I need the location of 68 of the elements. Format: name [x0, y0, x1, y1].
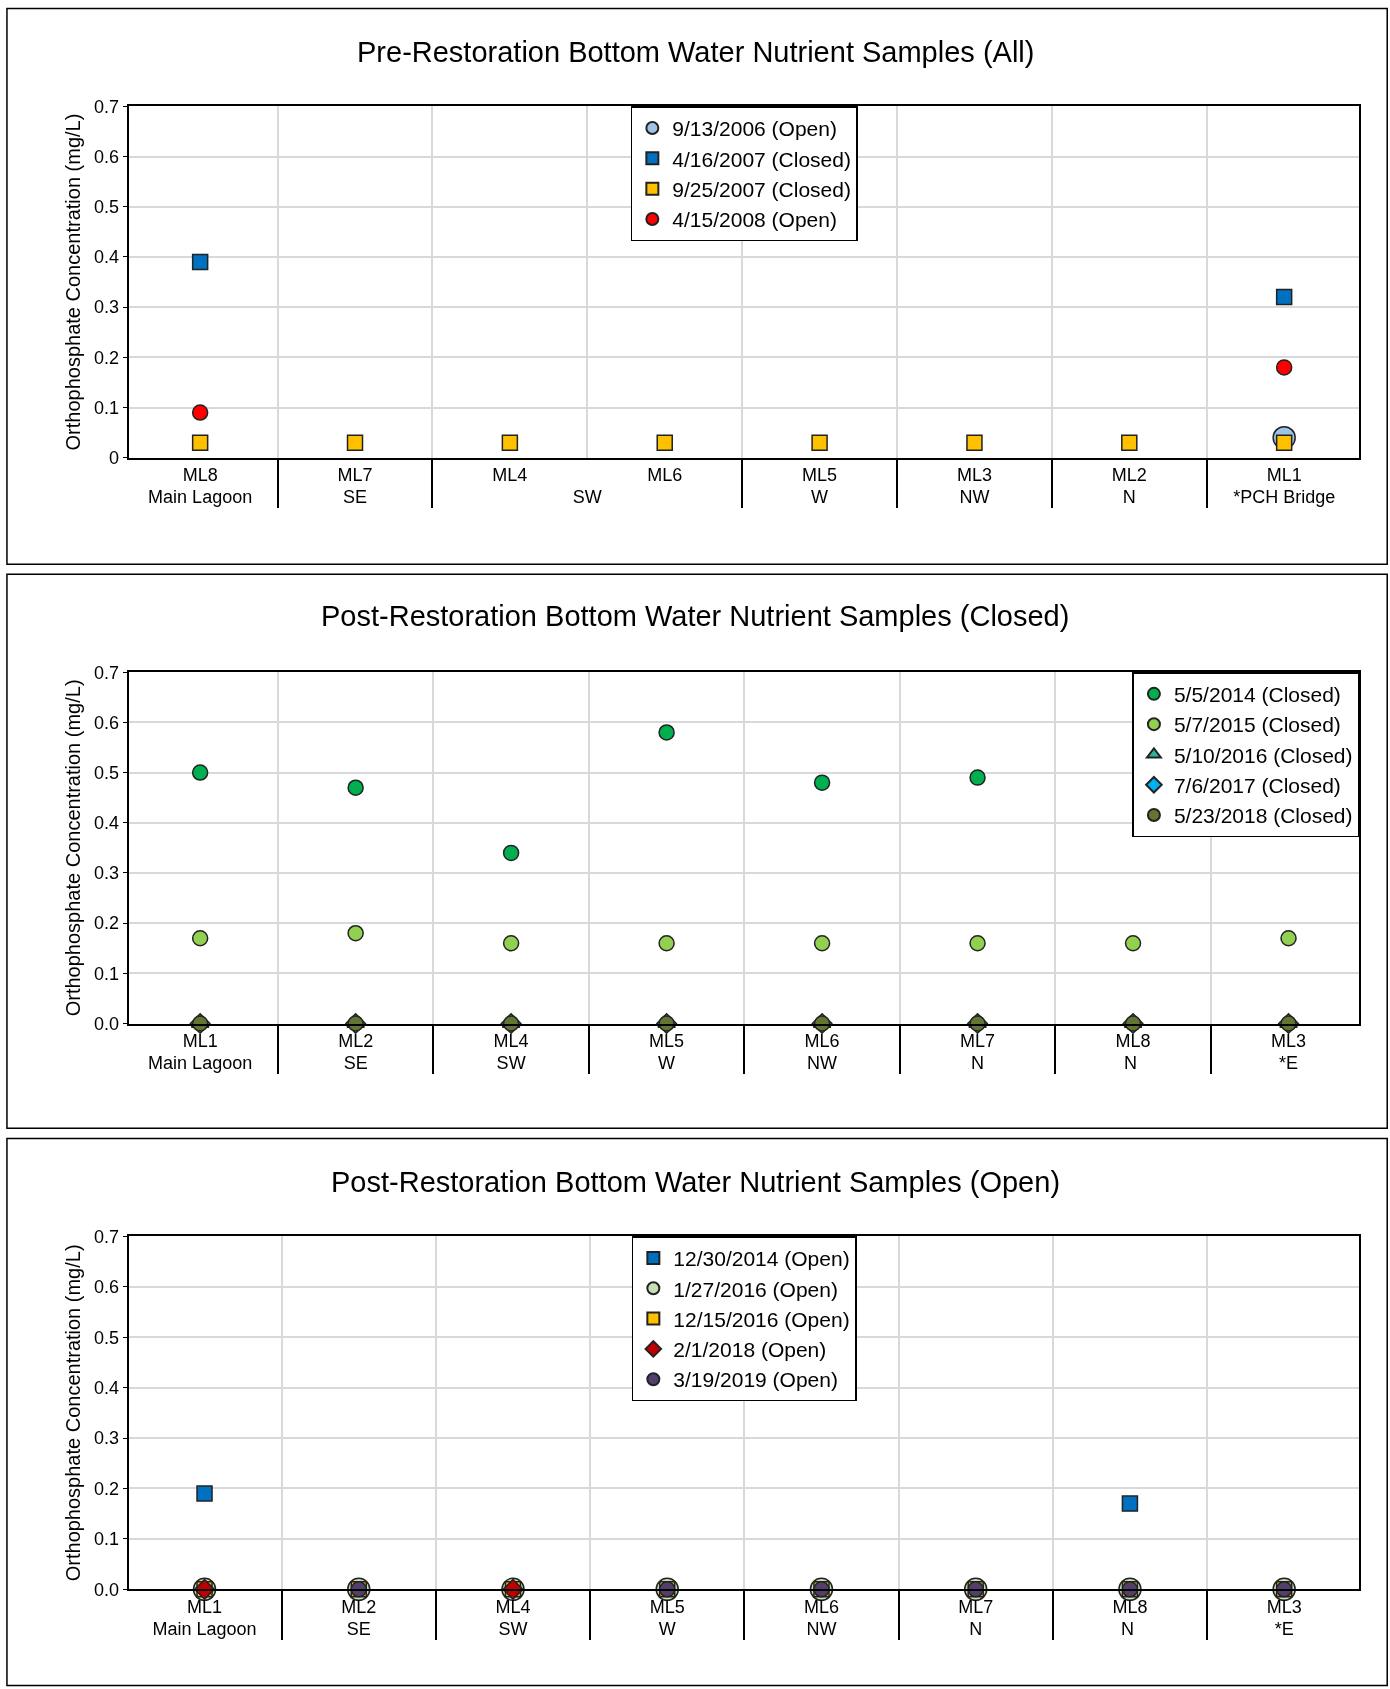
y-tick-label: 0.4	[93, 247, 119, 268]
legend-label: 5/7/2015 (Closed)	[1173, 713, 1341, 737]
y-tick-label: 0.1	[93, 397, 119, 418]
legend-label: 4/16/2007 (Closed)	[672, 147, 851, 171]
y-tick-label: 0.3	[93, 1428, 119, 1449]
category-label: ML7 N	[958, 1596, 994, 1639]
category-label: ML4 SW	[492, 465, 602, 508]
category-label: ML5 W	[802, 465, 838, 508]
category-label: ML2 SE	[341, 1596, 377, 1639]
y-axis-title: Orthophosphate Concentration (mg/L)	[61, 113, 84, 451]
legend-label: 9/25/2007 (Closed)	[672, 177, 851, 201]
y-tick-label: 0.3	[93, 297, 119, 318]
y-tick-label: 0.0	[93, 1579, 119, 1600]
y-tick-label: 0.1	[93, 963, 119, 984]
category-label: ML2 SE	[338, 1031, 374, 1074]
category-label: ML7 SE	[337, 465, 373, 508]
category-label: ML3 NW	[956, 465, 992, 508]
category-label: ML3 *E	[1271, 1031, 1307, 1074]
category-label: ML5 W	[649, 1596, 685, 1639]
category-label: ML8 N	[1115, 1031, 1151, 1074]
legend-label: 1/27/2016 (Open)	[673, 1277, 838, 1301]
y-tick-label: 0.3	[93, 863, 119, 884]
category-label: ML4 SW	[495, 1596, 531, 1639]
y-tick-label: 0.5	[93, 197, 119, 218]
category-label: ML8 Main Lagoon	[148, 465, 253, 508]
legend-label: 7/6/2017 (Closed)	[1173, 773, 1341, 797]
y-tick-label: 0.6	[93, 146, 119, 167]
y-tick-label: 0.6	[93, 712, 119, 733]
y-tick-label: 0.4	[93, 1377, 119, 1398]
category-label: ML6 NW	[804, 1031, 840, 1074]
chart-title: Pre-Restoration Bottom Water Nutrient Samples (All)	[357, 36, 1035, 68]
legend-label: 5/23/2018 (Closed)	[1173, 804, 1353, 828]
legend-label: 5/10/2016 (Closed)	[1173, 743, 1353, 767]
chart-title: Post-Restoration Bottom Water Nutrient Samples (Closed)	[321, 600, 1070, 632]
y-tick-label: 0.7	[93, 1226, 119, 1247]
y-tick-label: 0.2	[93, 1478, 119, 1499]
y-tick-label: 0.4	[93, 813, 119, 834]
y-tick-label: 0.5	[93, 762, 119, 783]
legend-label: 12/15/2016 (Open)	[673, 1307, 850, 1331]
y-tick-label: 0.1	[93, 1529, 119, 1550]
y-tick-label: 0.0	[93, 1013, 119, 1034]
y-axis-title: Orthophosphate Concentration (mg/L)	[61, 1244, 84, 1582]
y-tick-label: 0.5	[93, 1327, 119, 1348]
y-tick-label: 0	[108, 448, 119, 469]
y-tick-label: 0.7	[93, 96, 119, 117]
legend-label: 4/15/2008 (Open)	[672, 208, 837, 232]
category-label: ML3 *E	[1266, 1596, 1302, 1639]
legend-label: 12/30/2014 (Open)	[673, 1247, 850, 1271]
category-label: ML7 N	[960, 1031, 996, 1074]
category-label: ML2 N	[1111, 465, 1147, 508]
legend-label: 5/5/2014 (Closed)	[1173, 683, 1341, 707]
category-label: ML1 Main Lagoon	[148, 1031, 253, 1074]
y-axis-title: Orthophosphate Concentration (mg/L)	[61, 679, 84, 1017]
y-tick-label: 0.6	[93, 1277, 119, 1298]
category-label: ML8 N	[1112, 1596, 1148, 1639]
y-tick-label: 0.2	[93, 913, 119, 934]
category-label: ML5 W	[649, 1031, 685, 1074]
category-label: ML6 NW	[803, 1596, 839, 1639]
category-label: ML4 SW	[493, 1031, 529, 1074]
category-label: ML1 Main Lagoon	[152, 1596, 257, 1639]
legend-label: 9/13/2006 (Open)	[672, 117, 837, 141]
y-tick-label: 0.2	[93, 347, 119, 368]
x-tick-label: ML6	[647, 465, 683, 486]
legend-label: 3/19/2019 (Open)	[673, 1368, 838, 1392]
category-label: ML1 *PCH Bridge	[1233, 465, 1336, 508]
y-tick-label: 0.7	[93, 662, 119, 683]
chart-title: Post-Restoration Bottom Water Nutrient Samples (Open)	[331, 1166, 1061, 1198]
legend-label: 2/1/2018 (Open)	[673, 1338, 827, 1362]
